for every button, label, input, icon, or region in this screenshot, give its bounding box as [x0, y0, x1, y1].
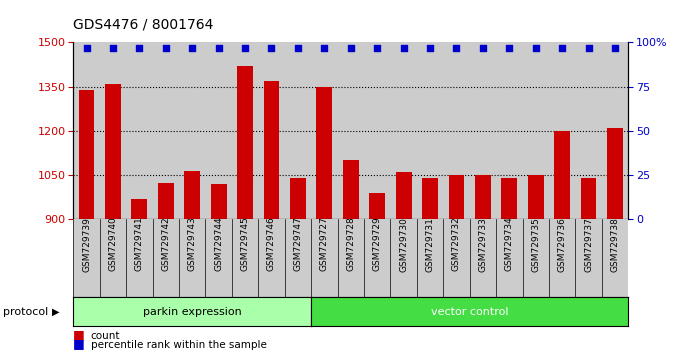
Point	[371, 45, 383, 51]
Text: GDS4476 / 8001764: GDS4476 / 8001764	[73, 18, 214, 32]
Point	[504, 45, 515, 51]
Bar	[581, 178, 597, 219]
Bar	[422, 178, 438, 219]
Point	[81, 45, 92, 51]
Point	[609, 45, 621, 51]
Point	[292, 45, 304, 51]
Point	[107, 45, 119, 51]
Bar	[211, 184, 227, 219]
Bar	[105, 84, 121, 219]
Text: vector control: vector control	[431, 307, 508, 316]
Text: ▶: ▶	[52, 307, 60, 316]
Bar	[528, 175, 544, 219]
Text: protocol: protocol	[3, 307, 49, 316]
Point	[398, 45, 409, 51]
Bar	[290, 178, 306, 219]
Bar	[131, 199, 147, 219]
Bar	[449, 175, 464, 219]
Point	[266, 45, 277, 51]
Bar	[369, 193, 385, 219]
Bar	[396, 172, 412, 219]
Bar	[343, 160, 359, 219]
Bar	[237, 66, 253, 219]
Point	[345, 45, 356, 51]
Point	[451, 45, 462, 51]
Point	[583, 45, 594, 51]
Point	[556, 45, 567, 51]
Text: ■: ■	[73, 327, 85, 341]
Bar	[79, 90, 94, 219]
Point	[134, 45, 145, 51]
Text: count: count	[91, 331, 120, 341]
Point	[239, 45, 251, 51]
Bar	[264, 81, 279, 219]
Text: ■: ■	[73, 337, 85, 350]
Bar	[501, 178, 517, 219]
Bar	[607, 128, 623, 219]
Point	[186, 45, 198, 51]
Bar	[475, 175, 491, 219]
Point	[530, 45, 542, 51]
Point	[319, 45, 330, 51]
Point	[477, 45, 489, 51]
Point	[213, 45, 224, 51]
Bar	[158, 183, 174, 219]
Text: percentile rank within the sample: percentile rank within the sample	[91, 341, 267, 350]
Point	[424, 45, 436, 51]
Text: parkin expression: parkin expression	[143, 307, 242, 316]
Bar	[184, 171, 200, 219]
Bar	[316, 87, 332, 219]
Point	[160, 45, 171, 51]
Bar	[554, 131, 570, 219]
